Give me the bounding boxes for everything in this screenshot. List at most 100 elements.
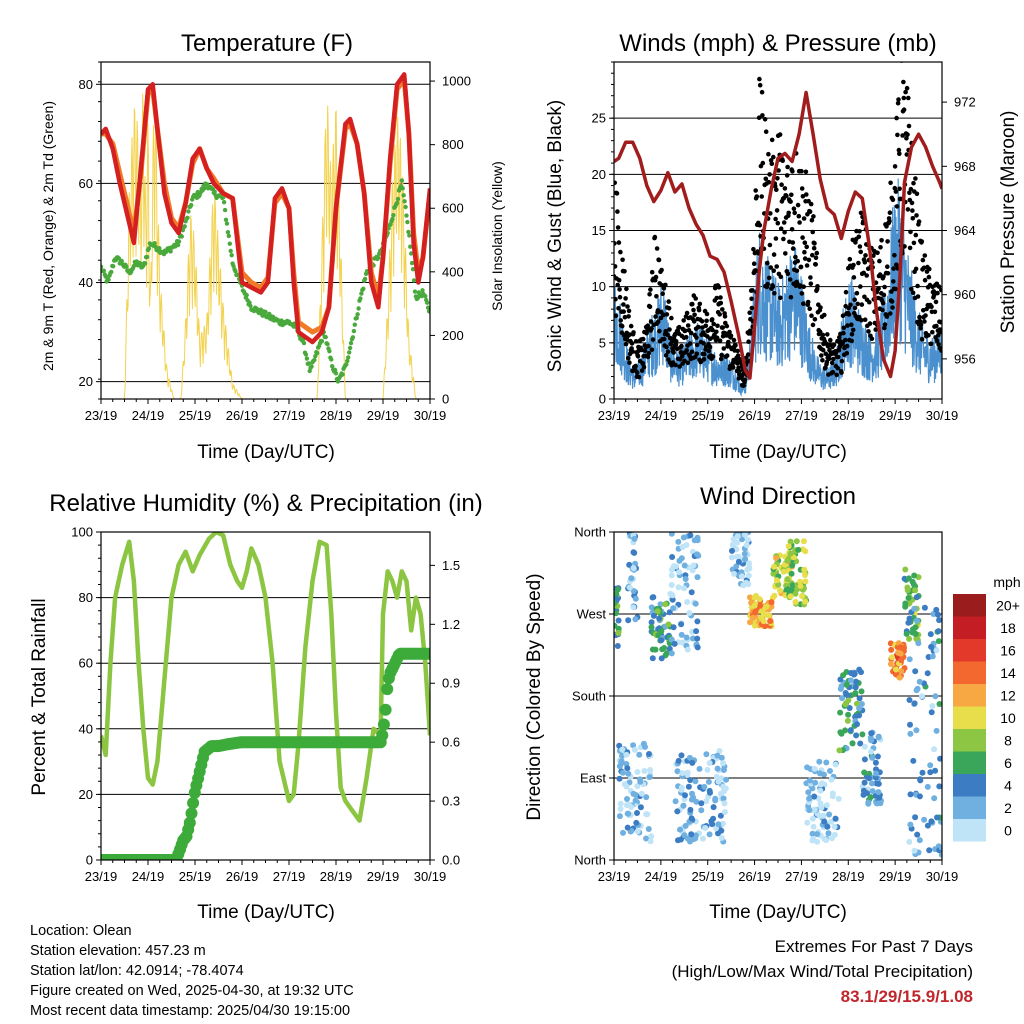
gust-point [772, 291, 777, 296]
dewpoint-point [345, 358, 350, 364]
direction-point [691, 537, 698, 544]
direction-point [912, 631, 919, 637]
direction-point [812, 779, 819, 786]
direction-point [811, 765, 818, 772]
direction-point [847, 727, 854, 734]
direction-point [707, 789, 713, 796]
direction-point [703, 751, 710, 758]
direction-point [913, 594, 920, 601]
direction-point [839, 695, 846, 702]
gust-point [773, 216, 778, 222]
gust-point [785, 164, 790, 170]
y-right-tick-label: 1.5 [442, 558, 460, 573]
gust-point [789, 227, 795, 232]
gust-point [641, 364, 647, 370]
gust-point [855, 301, 860, 307]
legend-label: 10 [1000, 710, 1016, 726]
direction-point [706, 831, 713, 838]
direction-point [913, 617, 920, 624]
gust-point [715, 323, 720, 329]
y-tick-label: 40 [79, 721, 93, 736]
direction-point [683, 634, 690, 641]
gust-point [812, 241, 817, 246]
direction-point [768, 599, 775, 606]
gust-point [885, 271, 891, 276]
gust-point [938, 319, 942, 325]
y-tick-label: North [574, 525, 606, 540]
direction-point [933, 727, 940, 734]
gust-point [888, 180, 893, 186]
gust-point [808, 281, 814, 287]
gust-point [667, 327, 672, 332]
gust-point [676, 324, 682, 330]
temp-2m-line [101, 72, 430, 345]
gust-point [691, 319, 697, 324]
direction-point [692, 778, 699, 785]
gust-point [928, 341, 934, 347]
dewpoint-point [143, 261, 148, 266]
direction-point [678, 621, 685, 628]
dewpoint-point [229, 253, 234, 258]
gust-point [844, 350, 850, 356]
gust-point [917, 318, 923, 324]
dewpoint-point [404, 213, 409, 218]
direction-point [684, 772, 690, 779]
gust-point [877, 258, 882, 264]
x-tick-label: 27/19 [785, 869, 818, 884]
y-right-tick-label: 0 [442, 392, 449, 407]
gust-point [885, 239, 890, 244]
gust-point [882, 284, 887, 290]
direction-point [912, 587, 919, 594]
direction-point [810, 823, 817, 830]
direction-point [874, 753, 881, 760]
gust-point [910, 208, 915, 213]
direction-point [682, 792, 688, 799]
gust-point [742, 377, 748, 383]
figure-created: Figure created on Wed, 2025-04-30, at 19… [30, 983, 354, 999]
direction-title: Wind Direction [700, 483, 856, 510]
direction-point [861, 769, 868, 776]
gust-point [843, 337, 848, 343]
direction-point [648, 619, 655, 626]
gust-point [614, 313, 619, 318]
direction-point [811, 806, 818, 813]
direction-point [615, 625, 622, 632]
direction-point [646, 751, 652, 757]
direction-point [626, 801, 633, 808]
gust-point [930, 329, 935, 335]
gust-point [679, 343, 684, 349]
direction-point [646, 774, 653, 780]
x-tick-label: 29/19 [879, 869, 912, 884]
gust-point [714, 335, 720, 341]
gust-point [903, 89, 908, 95]
gust-point [627, 332, 632, 337]
gust-point [831, 342, 837, 348]
gust-point [869, 336, 875, 342]
direction-point [628, 575, 635, 582]
direction-point [672, 798, 679, 805]
gust-point [765, 281, 770, 287]
direction-point [740, 582, 747, 589]
direction-point [687, 532, 694, 539]
dewpoint-point [394, 200, 400, 206]
direction-point [933, 647, 940, 654]
direction-point [675, 837, 681, 844]
direction-point [867, 794, 874, 801]
dewpoint-point [222, 207, 228, 213]
gust-point [664, 344, 669, 350]
direction-point [859, 731, 866, 738]
gust-point [867, 299, 872, 305]
gust-point [684, 334, 689, 340]
gust-point [688, 330, 694, 336]
dewpoint-point [400, 186, 405, 191]
dewpoint-point [202, 186, 207, 191]
dewpoint-point [411, 278, 417, 283]
winds-xlabel: Time (Day/UTC) [709, 442, 847, 463]
gust-point [891, 279, 896, 284]
gust-point [936, 284, 942, 289]
gust-point [849, 322, 854, 328]
dewpoint-point [391, 213, 396, 218]
direction-point [800, 538, 807, 545]
direction-point [906, 656, 913, 663]
gust-point [685, 323, 691, 328]
